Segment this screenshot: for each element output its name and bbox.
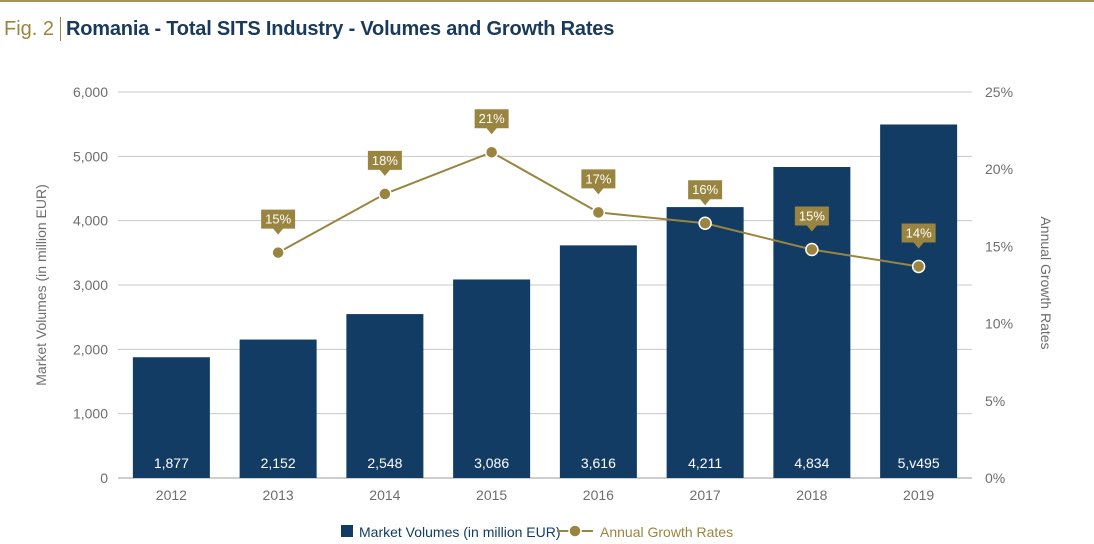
growth-label: 15% xyxy=(799,208,825,223)
left-axis-tick-label: 2,000 xyxy=(73,341,108,357)
growth-point xyxy=(484,145,499,159)
growth-label-box xyxy=(474,109,509,135)
right-axis-title: Annual Growth Rates xyxy=(1038,216,1054,349)
bar-value-label: 4,834 xyxy=(794,455,829,471)
bar xyxy=(559,245,637,478)
left-axis-tick-label: 4,000 xyxy=(73,213,108,229)
left-axis-tick-label: 1,000 xyxy=(73,406,108,422)
legend: Market Volumes (in million EUR) Annual G… xyxy=(341,524,733,540)
right-axis-tick-label: 0% xyxy=(985,470,1005,486)
growth-label: 18% xyxy=(372,153,398,168)
left-axis-tick-label: 5,000 xyxy=(73,148,108,164)
growth-label-box xyxy=(581,169,616,195)
x-axis-tick-label: 2016 xyxy=(583,487,614,503)
title-separator xyxy=(60,17,62,41)
growth-point xyxy=(271,245,285,260)
growth-label-box xyxy=(261,209,296,235)
growth-label: 17% xyxy=(585,171,611,186)
bar xyxy=(239,339,317,478)
bar xyxy=(880,124,958,478)
x-axis-tick-label: 2018 xyxy=(796,487,827,503)
growth-point xyxy=(591,205,606,220)
x-axis-tick-label: 2014 xyxy=(369,487,400,503)
chart-title: Fig. 2 Romania - Total SITS Industry - V… xyxy=(4,14,614,44)
growth-point xyxy=(805,242,819,257)
legend-bar-swatch xyxy=(341,525,353,537)
growth-label-box xyxy=(367,150,402,176)
bar-value-label: 4,211 xyxy=(688,455,722,471)
growth-label: 15% xyxy=(265,212,291,227)
legend-bar-label: Market Volumes (in million EUR) xyxy=(359,524,561,540)
bar-value-label: 3,616 xyxy=(581,455,616,471)
left-axis-title: Market Volumes (in million EUR) xyxy=(33,184,49,386)
chart-title-text: Romania - Total SITS Industry - Volumes … xyxy=(66,17,615,40)
growth-label: 14% xyxy=(906,225,932,240)
right-axis-tick-label: 25% xyxy=(985,84,1013,100)
right-axis-tick-label: 15% xyxy=(985,238,1013,254)
growth-label-box xyxy=(794,206,829,232)
bar xyxy=(453,279,531,478)
bar xyxy=(666,207,744,478)
x-axis-tick-label: 2019 xyxy=(903,487,934,503)
x-axis-ticks: 2012 2013 2014 2015 2016 2017 2018 2019 xyxy=(156,487,935,503)
bar-value-label: 3,086 xyxy=(474,455,509,471)
growth-point xyxy=(698,216,712,230)
top-rule xyxy=(0,0,1094,2)
line-series: 15% 18% 21% 17% 16% 15% 14% xyxy=(261,109,936,274)
left-axis-ticks: 0 1,000 2,000 3,000 4,000 5,000 6,000 xyxy=(73,84,108,486)
right-axis-tick-label: 5% xyxy=(985,393,1005,409)
right-axis-tick-label: 20% xyxy=(985,161,1013,177)
right-axis-tick-label: 10% xyxy=(985,316,1013,332)
left-axis-tick-label: 6,000 xyxy=(73,84,108,100)
x-axis-tick-label: 2013 xyxy=(263,487,294,503)
left-axis-tick-label: 3,000 xyxy=(73,277,108,293)
bar-value-label: 2,152 xyxy=(261,455,296,471)
bar-series: 1,877 2,152 2,548 3,086 3,616 4,211 4,834 5,v49… xyxy=(132,124,958,478)
right-axis-ticks: 0% 5% 10% 15% 20% 25% xyxy=(985,84,1013,486)
growth-label-box xyxy=(688,180,723,206)
legend-line-label: Annual Growth Rates xyxy=(600,524,733,540)
left-axis-tick-label: 0 xyxy=(100,470,108,486)
bar xyxy=(132,357,210,478)
figure-number: Fig. 2 xyxy=(4,17,55,40)
growth-label-box xyxy=(901,223,936,249)
growth-point xyxy=(378,187,392,201)
growth-point xyxy=(911,259,926,274)
x-axis-tick-label: 2012 xyxy=(156,487,187,503)
growth-label: 21% xyxy=(479,111,505,126)
x-axis-tick-label: 2015 xyxy=(476,487,507,503)
x-axis-tick-label: 2017 xyxy=(690,487,721,503)
growth-label: 16% xyxy=(692,182,718,197)
bar-value-label: 1,877 xyxy=(154,455,189,471)
bar-value-label: 5,v495 xyxy=(898,455,940,471)
legend-line-marker xyxy=(568,524,582,538)
bar-value-label: 2,548 xyxy=(367,455,402,471)
bar xyxy=(346,314,424,478)
